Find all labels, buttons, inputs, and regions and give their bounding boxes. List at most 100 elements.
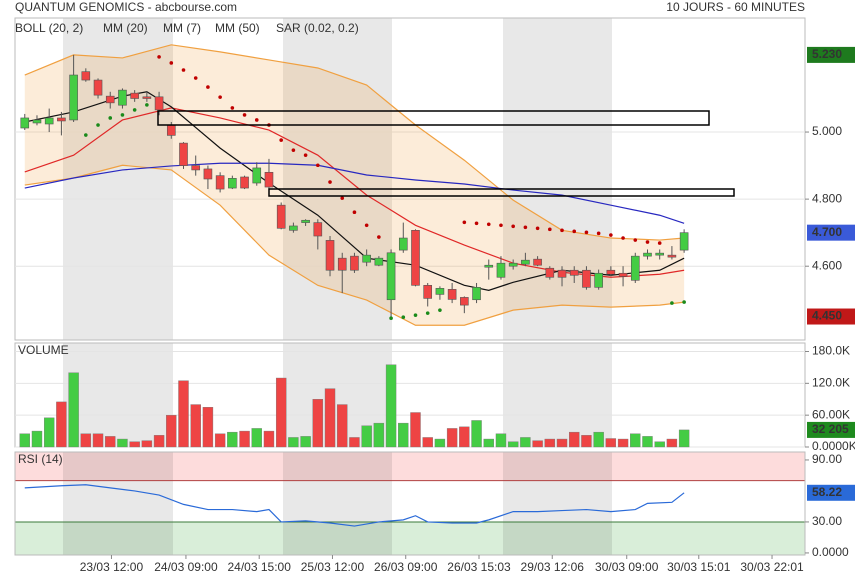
candle-body xyxy=(252,167,262,184)
sar-dot xyxy=(523,225,528,230)
candle-body xyxy=(44,117,54,125)
candle-body xyxy=(496,262,506,278)
sar-dot xyxy=(670,301,674,305)
candle-body xyxy=(81,71,91,81)
rsi-line xyxy=(24,484,685,527)
y-tick-label: 60.00K xyxy=(812,407,850,421)
sar-dot xyxy=(596,231,601,236)
volume-bar xyxy=(214,433,226,448)
sar-dot xyxy=(254,118,259,122)
x-tick-label: 26/03 09:00 xyxy=(374,560,438,574)
volume-bar xyxy=(324,388,336,448)
sar-dot xyxy=(438,308,442,312)
candle-body xyxy=(69,74,78,121)
volume-bar xyxy=(471,420,482,448)
sar-dot xyxy=(499,223,503,228)
x-tick-label: 25/03 12:00 xyxy=(301,560,365,574)
x-tick-label: 30/03 15:01 xyxy=(667,560,731,574)
day-band xyxy=(63,343,173,447)
price-marker-label: 5.230 xyxy=(812,47,842,61)
day-band xyxy=(503,18,612,340)
price-marker-label: 58.22 xyxy=(812,485,842,499)
candle-body xyxy=(325,240,335,271)
sar-dot xyxy=(352,210,357,215)
volume-bar xyxy=(43,417,55,448)
sar-dot xyxy=(291,148,296,152)
candle-body xyxy=(667,254,677,258)
volume-bar xyxy=(337,404,348,448)
volume-bar xyxy=(68,372,79,448)
candle-body xyxy=(618,272,628,277)
volume-bar xyxy=(166,414,177,448)
candle-body xyxy=(32,119,42,124)
sar-dot xyxy=(657,241,662,245)
x-tick-label: 24/03 09:00 xyxy=(154,560,218,574)
volume-bar xyxy=(617,438,629,448)
volume-bar xyxy=(373,422,385,448)
sar-dot xyxy=(108,116,113,120)
sar-dot xyxy=(193,76,198,80)
sar-dot xyxy=(328,180,332,184)
price-marker-label: 4.700 xyxy=(812,225,842,239)
y-tick-label: 0.0000 xyxy=(812,545,849,559)
volume-bar xyxy=(105,436,116,448)
candle-body xyxy=(337,257,347,271)
volume-bar xyxy=(398,422,409,448)
sar-dot xyxy=(206,85,210,89)
volume-bar xyxy=(630,433,641,448)
candle-body xyxy=(557,269,567,278)
candle-body xyxy=(460,297,469,306)
x-tick-label: 29/03 12:06 xyxy=(521,560,585,574)
sar-dot xyxy=(645,240,650,244)
sar-dot xyxy=(230,106,235,110)
volume-bar xyxy=(605,438,617,448)
volume-bar xyxy=(385,364,397,448)
volume-bar xyxy=(227,431,238,448)
volume-bar xyxy=(190,404,201,448)
x-tick-label: 24/03 15:00 xyxy=(228,560,292,574)
panel xyxy=(15,343,805,447)
candle-body xyxy=(386,252,396,301)
panel-border xyxy=(14,17,806,341)
volume-bar xyxy=(92,433,104,448)
volume-bar xyxy=(117,438,128,448)
volume-bar xyxy=(56,401,67,448)
legend-label: BOLL (20, 2) xyxy=(15,21,83,35)
candle-body xyxy=(362,254,371,263)
y-tick-label: 0.0000K xyxy=(812,439,855,453)
volume-bar xyxy=(153,435,165,448)
annotation-box xyxy=(268,188,735,197)
volume-bar xyxy=(129,441,140,448)
legend-label: MM (20) xyxy=(103,21,148,35)
candle-body xyxy=(398,237,408,251)
candle-body xyxy=(228,178,237,189)
volume-bar xyxy=(263,430,275,448)
candle-body xyxy=(191,165,201,171)
volume-bar xyxy=(532,440,543,448)
candle-body xyxy=(276,204,286,229)
sar-dot xyxy=(462,220,467,225)
volume-bar xyxy=(507,441,519,448)
moving-average xyxy=(24,162,685,224)
sar-dot xyxy=(548,227,552,232)
sar-dot xyxy=(413,313,418,317)
candle-body xyxy=(679,232,689,251)
sar-dot xyxy=(560,228,564,233)
price-marker-label: 4.450 xyxy=(812,309,842,323)
sar-dot xyxy=(621,236,625,240)
price-marker xyxy=(807,224,855,241)
legend-label: MM (50) xyxy=(215,21,260,35)
volume-bar xyxy=(654,441,665,448)
y-tick-label: 180.0K xyxy=(812,344,850,358)
chart-title: QUANTUM GENOMICS - abcbourse.com xyxy=(15,0,237,14)
day-band xyxy=(63,452,173,555)
volume-bar xyxy=(275,377,287,448)
candle-body xyxy=(93,79,103,96)
candle-body xyxy=(264,171,274,188)
sar-dot xyxy=(340,196,345,200)
volume-bar xyxy=(300,436,311,448)
candle-body xyxy=(630,255,640,281)
volume-bar xyxy=(446,428,458,448)
volume-bar xyxy=(520,437,531,448)
